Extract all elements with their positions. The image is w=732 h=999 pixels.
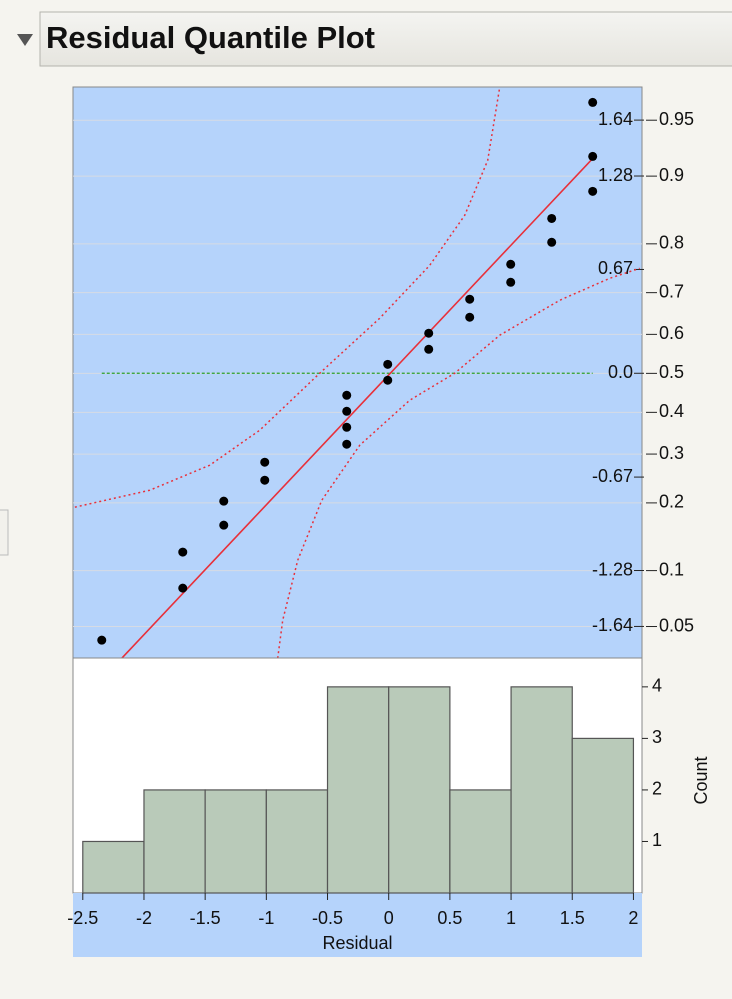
data-point: [260, 475, 270, 485]
header-bar: [39, 11, 732, 67]
data-point: [465, 294, 475, 304]
y2-tick-label: 0.4: [659, 401, 684, 421]
x-tick-label: -0.5: [312, 908, 343, 928]
disclosure-triangle[interactable]: [17, 34, 33, 46]
data-point: [383, 375, 393, 385]
data-point: [178, 547, 188, 557]
y-tick-label: -0.67: [592, 466, 633, 486]
x-tick-label: 0.5: [437, 908, 462, 928]
side-tab[interactable]: [0, 509, 9, 556]
y2-tick-label: 0.1: [659, 559, 684, 579]
confidence-band: [74, 87, 501, 508]
y2-tick-label: 0.2: [659, 492, 684, 512]
x-axis-label: Residual: [322, 933, 392, 953]
histogram-bar: [571, 737, 635, 894]
data-point: [424, 328, 434, 338]
x-tick-label: -2.5: [67, 908, 98, 928]
data-point: [383, 359, 393, 369]
y2-tick-label: 0.05: [659, 615, 694, 635]
y-tick-label: -1.28: [592, 559, 633, 579]
y2-tick-label: 0.5: [659, 362, 684, 382]
header-title: Residual Quantile Plot: [46, 20, 375, 55]
y-tick-label: -1.64: [592, 615, 633, 635]
y-tick-label: 3: [652, 727, 662, 747]
data-point: [547, 237, 557, 247]
data-point: [506, 259, 516, 269]
histogram-bar: [204, 789, 267, 894]
data-point: [342, 390, 352, 400]
histogram-bar: [449, 789, 512, 894]
x-tick-label: -1: [258, 908, 274, 928]
y-tick-label: 1.28: [598, 165, 633, 185]
x-tick-label: 1.5: [560, 908, 585, 928]
histogram-bar: [143, 789, 206, 894]
y-axis-label: Count: [691, 756, 711, 804]
histogram-bar: [82, 840, 145, 894]
x-tick-label: 0: [384, 908, 394, 928]
y-tick-label: 4: [652, 676, 662, 696]
data-point: [465, 312, 475, 322]
y-tick-label: 2: [652, 779, 662, 799]
data-point: [219, 520, 229, 530]
y2-tick-label: 0.7: [659, 281, 684, 301]
y2-tick-label: 0.8: [659, 233, 684, 253]
histogram-bar: [326, 686, 390, 894]
data-point: [547, 213, 557, 223]
data-point: [219, 496, 229, 506]
histogram-bar: [388, 686, 451, 894]
data-point: [424, 344, 434, 354]
plot-area: 0.05 0.1 0.2 0.3 0.4 0.5 0.6 0.7 0.8 0.9 0.95 -1.64…: [67, 86, 711, 957]
x-tick-label: 1: [506, 908, 516, 928]
x-axis-band: [73, 893, 642, 957]
x-tick-label: -2: [136, 908, 152, 928]
y-tick-label: 1: [652, 830, 662, 850]
y-tick-label: 0.0: [608, 362, 633, 382]
y2-tick-label: 0.95: [659, 109, 694, 129]
plot-background: [72, 86, 643, 659]
data-point: [342, 422, 352, 432]
data-point: [342, 439, 352, 449]
y-tick-label: 1.64: [598, 109, 633, 129]
data-point: [342, 406, 352, 416]
data-point: [178, 583, 188, 593]
histogram-bar: [265, 789, 329, 894]
y2-tick-label: 0.6: [659, 323, 684, 343]
y2-tick-label: 0.3: [659, 443, 684, 463]
data-point: [588, 97, 598, 107]
data-point: [97, 635, 107, 645]
data-point: [506, 277, 516, 287]
y-tick-label: 0.67: [598, 258, 633, 278]
x-tick-label: -1.5: [190, 908, 221, 928]
fit-line: [121, 155, 596, 659]
data-point: [588, 186, 598, 196]
histogram-bar: [510, 686, 573, 894]
data-point: [588, 151, 598, 161]
y2-tick-label: 0.9: [659, 165, 684, 185]
data-point: [260, 457, 270, 467]
x-tick-label: 2: [628, 908, 638, 928]
